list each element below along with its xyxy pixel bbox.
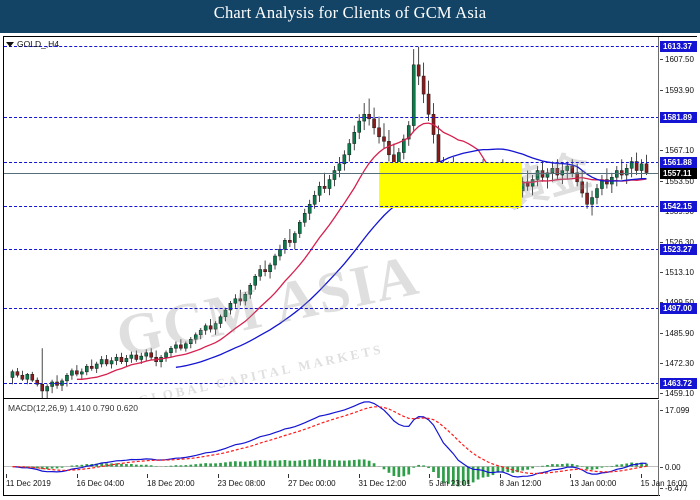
price-level-line — [4, 116, 658, 118]
price-level-line — [4, 248, 658, 250]
time-axis-label: 27 Dec 00:00 — [288, 479, 336, 488]
time-axis-tick — [147, 474, 148, 478]
price-axis-tick: 1513.10 — [660, 267, 697, 278]
page-title: Chart Analysis for Clients of GCM Asia — [213, 3, 487, 22]
macd-axis-tick: -6.477 — [660, 483, 697, 494]
time-axis-label: 16 Dec 04:00 — [76, 479, 125, 488]
time-axis-label: 13 Jan 00:00 — [570, 479, 617, 488]
time-axis-tick — [499, 474, 501, 478]
time-axis-label: 23 Dec 08:00 — [217, 479, 266, 488]
price-axis-tick: 1459.10 — [660, 388, 697, 399]
price-level-label[interactable]: 1613.37 — [660, 41, 697, 52]
time-axis-tick — [288, 474, 289, 478]
chart-frame: GOLD_,H4 GCM ASIA GLOBAL CAPITAL MARKETS… — [3, 36, 697, 496]
chevron-down-icon[interactable] — [6, 41, 14, 47]
time-axis-label: 15 Jan 16:00 — [640, 479, 687, 488]
time-axis-label: 11 Dec 2019 — [6, 479, 51, 488]
macd-pane[interactable]: MACD(12,26,9) 1.410 0.790 0.620 — [4, 400, 659, 496]
time-axis-label: 5 Jan 23:01 — [429, 479, 471, 488]
price-level-label[interactable]: 1542.15 — [660, 201, 697, 213]
price-axis-tick: 1553.50 — [660, 176, 697, 187]
price-axis-tick: 1472.30 — [660, 358, 697, 369]
macd-series — [4, 401, 658, 487]
symbol-label: GOLD_,H4 — [17, 39, 60, 49]
candlestick-series — [10, 46, 649, 398]
title-bar: Chart Analysis for Clients of GCM Asia — [0, 0, 700, 33]
price-level-label[interactable]: 1463.72 — [660, 377, 697, 389]
time-axis-tick — [429, 474, 430, 478]
price-level-line — [4, 307, 658, 309]
time-axis-label: 8 Jan 12:00 — [499, 479, 542, 488]
price-axis[interactable]: 1607.501593.901567.101553.501539.901526.… — [660, 37, 697, 496]
highlight-zone — [379, 161, 522, 208]
price-axis-tick: 1499.50 — [660, 297, 697, 308]
symbol-selector[interactable]: GOLD_,H4 — [6, 39, 59, 49]
time-axis: 11 Dec 2019 16 Dec 04:00 18 Dec 20:00 23 De… — [3, 474, 697, 498]
macd-axis-tick: 0.00 — [660, 462, 697, 473]
macd-label: MACD(12,26,9) 1.410 0.790 0.620 — [8, 403, 138, 413]
time-axis-tick — [570, 474, 571, 478]
time-axis-label: 31 Dec 12:00 — [358, 479, 407, 488]
time-axis-tick — [76, 474, 78, 478]
time-axis-label: 18 Dec 20:00 — [147, 479, 195, 488]
time-axis-tick — [640, 474, 642, 478]
price-level-label[interactable]: 1581.89 — [660, 111, 697, 123]
price-axis-tick: 1526.30 — [660, 237, 697, 248]
price-chart-pane[interactable]: GOLD_,H4 GCM ASIA GLOBAL CAPITAL MARKETS… — [4, 37, 659, 399]
macd-axis-tick: 17.099 — [660, 405, 697, 416]
price-level-line — [4, 206, 658, 208]
price-level-line — [4, 382, 658, 384]
price-axis-tick: 1607.50 — [660, 54, 697, 65]
price-level-line — [4, 46, 658, 47]
price-level-label[interactable]: 1561.88 — [660, 156, 697, 168]
time-axis-tick — [358, 474, 360, 478]
time-axis-tick — [217, 474, 219, 478]
price-level-label[interactable]: 1497.00 — [660, 302, 697, 314]
time-axis-tick — [6, 474, 7, 478]
price-level-label[interactable]: 1523.27 — [660, 243, 697, 255]
price-level-line — [4, 172, 658, 174]
price-axis-tick: 1567.10 — [660, 145, 697, 156]
price-level-line — [4, 161, 658, 163]
price-axis-tick: 1593.90 — [660, 85, 697, 96]
current-price-label[interactable]: 1557.11 — [660, 167, 697, 179]
price-axis-tick: 1485.90 — [660, 328, 697, 339]
